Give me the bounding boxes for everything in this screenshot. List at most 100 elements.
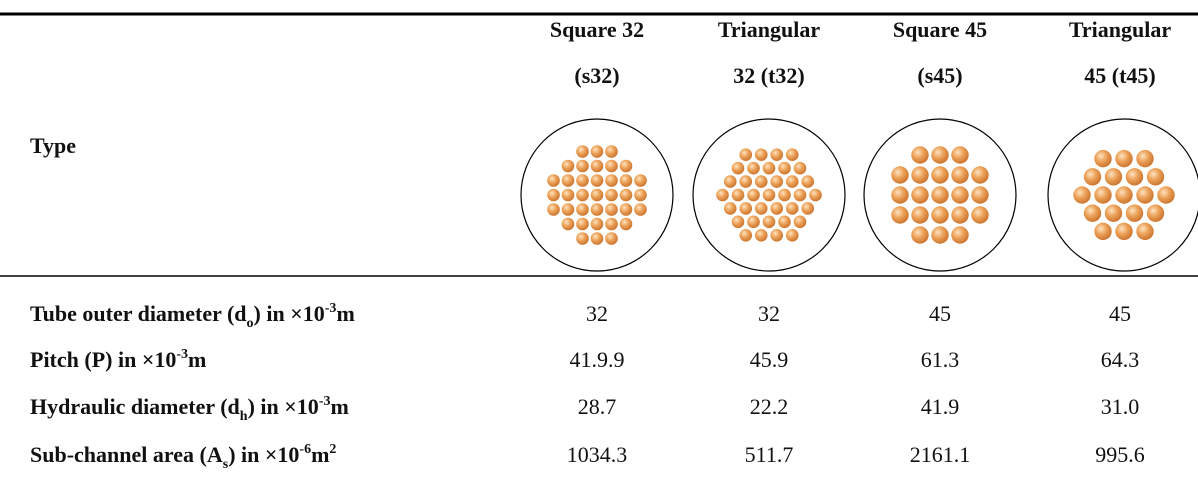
cell: 45.9	[750, 347, 789, 372]
column-header: (s32)	[574, 63, 619, 88]
tube	[576, 159, 589, 173]
tube	[619, 174, 633, 187]
tube	[1115, 149, 1133, 168]
cell: 22.2	[750, 394, 789, 419]
tube	[1094, 222, 1112, 241]
cell: 32	[758, 301, 780, 326]
tube	[1104, 204, 1123, 222]
tube	[576, 217, 589, 231]
tube	[605, 145, 618, 158]
tube	[619, 217, 633, 231]
cell: 28.7	[578, 394, 617, 419]
tube	[576, 145, 589, 158]
tube	[605, 203, 618, 216]
tube	[739, 228, 753, 242]
tube	[931, 146, 949, 164]
tube	[747, 188, 760, 202]
tube	[590, 232, 604, 245]
tube	[911, 186, 929, 204]
tube	[590, 174, 604, 187]
tube	[1125, 204, 1144, 222]
cell: 64.3	[1101, 347, 1140, 372]
tube	[716, 188, 729, 202]
tube	[891, 186, 909, 204]
tube	[731, 161, 745, 175]
cell: 31.0	[1101, 394, 1140, 419]
column-header: (s45)	[917, 63, 962, 88]
tube	[971, 206, 989, 224]
row-label: Hydraulic diameter (dh) in ×10-3m	[30, 394, 349, 424]
tube	[1115, 222, 1133, 241]
tube	[931, 226, 949, 244]
tube	[576, 203, 589, 216]
tube	[605, 174, 618, 187]
cell: 41.9.9	[570, 347, 625, 372]
tube	[754, 228, 768, 242]
tube	[731, 215, 745, 229]
tube	[911, 206, 929, 224]
column-header: Triangular	[1069, 17, 1172, 42]
cell: 61.3	[921, 347, 960, 372]
tube	[793, 161, 807, 175]
label-part: 2	[329, 442, 336, 457]
tube	[590, 217, 604, 231]
label-part: -3	[319, 394, 331, 409]
label-part: -6	[299, 442, 311, 457]
cell: 45	[1109, 301, 1131, 326]
tube	[1125, 168, 1144, 186]
tube	[1083, 204, 1102, 222]
tube	[731, 188, 745, 202]
tube	[747, 215, 760, 229]
tube	[891, 166, 909, 184]
tube	[619, 159, 633, 173]
column-header: Triangular	[718, 17, 821, 42]
tube	[605, 232, 618, 245]
tube	[1094, 186, 1112, 204]
tube	[605, 217, 618, 231]
cell: 1034.3	[567, 442, 628, 467]
tube	[911, 146, 929, 164]
tube	[1136, 222, 1154, 241]
cell: 995.6	[1095, 442, 1145, 467]
label-part: -3	[176, 347, 188, 362]
tube	[576, 232, 589, 245]
tube	[951, 186, 969, 204]
row-header: Type	[30, 133, 76, 158]
tube	[739, 202, 753, 215]
tube	[778, 161, 791, 175]
tube	[634, 174, 647, 187]
tube	[576, 174, 589, 187]
tube	[561, 217, 575, 231]
tube	[785, 148, 799, 162]
tube	[590, 203, 604, 216]
tube	[951, 206, 969, 224]
label-part: m	[336, 301, 354, 326]
label-part: -3	[325, 301, 337, 316]
cell: 2161.1	[910, 442, 971, 467]
tube	[605, 188, 618, 202]
column-header: Square 32	[550, 17, 644, 42]
row-label: Pitch (P) in ×10-3m	[30, 347, 206, 372]
label-part: s	[223, 457, 229, 472]
tube	[951, 146, 969, 164]
tube	[547, 203, 560, 216]
tube	[785, 175, 799, 188]
tube	[547, 188, 560, 202]
tube	[576, 188, 589, 202]
tube	[762, 161, 776, 175]
label-part: Sub-channel area (A	[30, 442, 223, 467]
tube	[971, 186, 989, 204]
tube	[762, 215, 776, 229]
tube	[770, 228, 784, 242]
tube	[1073, 186, 1091, 204]
tube	[1094, 149, 1112, 168]
label-part: ) in ×10	[254, 301, 325, 326]
tube	[723, 175, 737, 188]
label-part: o	[247, 316, 254, 331]
tube	[770, 175, 784, 188]
label-part: Tube outer diameter (d	[30, 301, 247, 326]
tube	[634, 188, 647, 202]
tube	[891, 206, 909, 224]
tube	[770, 202, 784, 215]
